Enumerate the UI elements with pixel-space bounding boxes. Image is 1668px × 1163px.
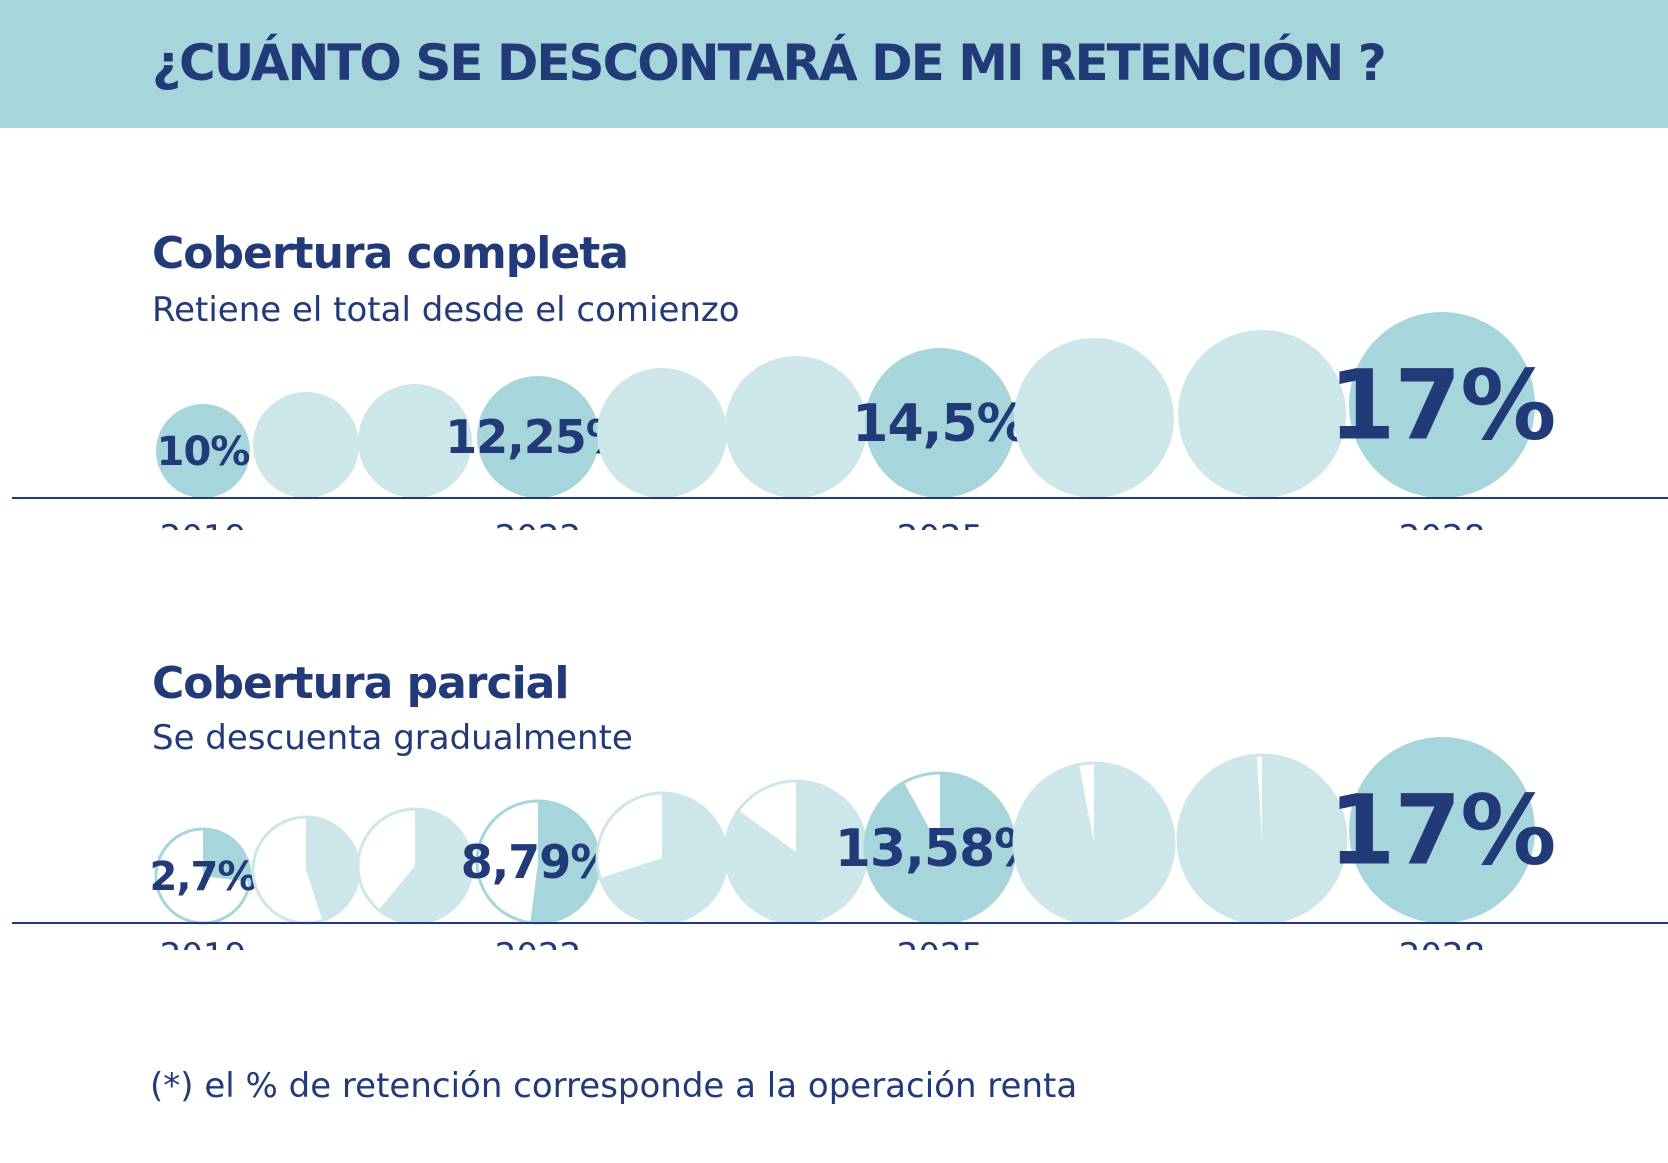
tick-label-2019: 2019: [160, 518, 247, 530]
bubble-circle-2021: [358, 384, 472, 498]
bubble-circle-2026: [1014, 338, 1174, 498]
bubble-circle-2019: [156, 404, 250, 498]
bubble-2024: [723, 779, 869, 925]
tick-label-2028: 2028: [1399, 518, 1486, 530]
tick-label-2022: 2022: [495, 518, 582, 530]
bubble-circle-2020: [253, 392, 359, 498]
section-title-completa: Cobertura completa: [152, 228, 629, 279]
section-title-parcial: Cobertura parcial: [152, 658, 569, 709]
bubble-wedge-2019: [203, 829, 251, 882]
bubble-2023: [597, 368, 727, 498]
bubble-2021: [356, 807, 474, 925]
value-label-2025: 13,58%: [835, 819, 1046, 879]
bubble-2021: [358, 384, 472, 498]
header-bar: [0, 0, 1668, 128]
bubble-wedge-2024: [725, 781, 867, 923]
tick-label-2022: 2022: [495, 936, 582, 950]
bubble-wedge-2025: [864, 773, 1015, 923]
bubble-circle-2027: [1178, 330, 1346, 498]
bubble-circle-2023: [597, 368, 727, 498]
value-label-2025: 14,5%: [852, 394, 1027, 454]
bubble-2025: 14,5%: [852, 348, 1029, 498]
tick-label-2019: 2019: [160, 936, 247, 950]
bubble-circle-2022: [477, 376, 599, 498]
value-label-2028: 17%: [1329, 775, 1556, 887]
bubble-2026: [1012, 761, 1176, 925]
bubble-circle-2024: [725, 356, 867, 498]
bubble-wedge-2026: [1014, 763, 1174, 923]
bubble-wedge-2023: [600, 793, 728, 923]
chart-cobertura-parcial: 2,7% 8,79% 13,58% 17% 2019 2022 2025 2028: [12, 737, 1668, 950]
value-label-2019: 2,7%: [150, 854, 257, 900]
footnote: (*) el % de retención corresponde a la o…: [150, 1066, 1078, 1106]
bubble-2020: [251, 815, 361, 925]
bubble-2020: [253, 392, 359, 498]
bubble-2019: 2,7%: [150, 827, 257, 925]
section-subtitle-completa: Retiene el total desde el comienzo: [152, 290, 740, 330]
bubble-2024: [725, 356, 867, 498]
value-label-2019: 10%: [157, 429, 250, 475]
page-title: ¿CUÁNTO SE DESCONTARÁ DE MI RETENCIÓN ?: [152, 34, 1387, 92]
bubble-circle-2028: [1349, 312, 1535, 498]
section-subtitle-parcial: Se descuenta gradualmente: [152, 718, 633, 758]
bubble-2019: 10%: [156, 404, 250, 498]
bubble-2028: 17%: [1329, 312, 1556, 498]
bubble-2027: [1178, 330, 1346, 498]
bubble-2022: 8,79%: [461, 799, 616, 925]
bubble-2027: [1176, 753, 1348, 925]
bubble-2023: [595, 791, 729, 925]
bubble-2025: 13,58%: [835, 771, 1046, 925]
tick-label-2028: 2028: [1399, 936, 1486, 950]
chart-cobertura-completa: 10%12,25%14,5%17%2019202220252028: [12, 312, 1668, 530]
value-label-2022: 8,79%: [461, 835, 616, 889]
bubble-wedge-2022: [530, 801, 600, 923]
tick-label-2025: 2025: [897, 936, 984, 950]
bubble-circle-2028: [1349, 737, 1535, 923]
bubble-wedge-2020: [306, 817, 359, 921]
bubble-wedge-2021: [378, 809, 473, 923]
value-label-2028: 17%: [1329, 350, 1556, 462]
bubble-2026: [1014, 338, 1174, 498]
tick-label-2025: 2025: [897, 518, 984, 530]
bubble-2028: 17%: [1329, 737, 1556, 923]
bubble-wedge-2027: [1178, 755, 1346, 923]
bubble-circle-2025: [865, 348, 1015, 498]
